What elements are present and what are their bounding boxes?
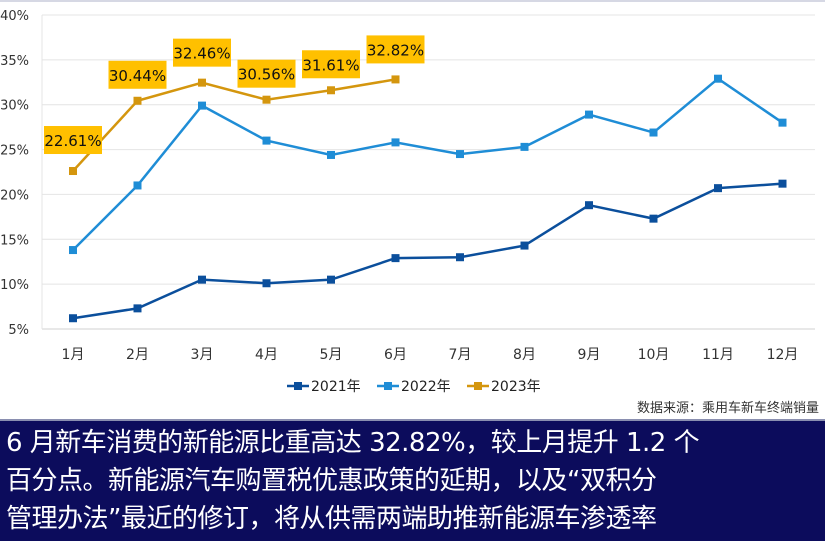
series-line-2021年 xyxy=(72,182,783,320)
data-point xyxy=(585,201,593,210)
x-tick-label: 11月 xyxy=(702,347,734,363)
data-label-box xyxy=(237,59,296,88)
data-label-box xyxy=(302,50,360,79)
y-tick-label: 15% xyxy=(0,233,29,248)
series-line-2023年 xyxy=(72,78,396,172)
data-point xyxy=(391,138,400,147)
data-label: 31.61% xyxy=(302,56,359,74)
legend-label: 2023年 xyxy=(491,379,541,395)
data-label: 30.56% xyxy=(238,66,295,84)
data-point xyxy=(391,75,400,84)
y-tick-label: 10% xyxy=(0,278,29,293)
data-point xyxy=(327,150,335,159)
data-point xyxy=(520,241,529,250)
legend-label: 2021年 xyxy=(311,379,361,395)
data-point xyxy=(714,184,722,193)
data-point xyxy=(198,101,206,110)
legend-marker xyxy=(474,382,482,390)
data-label-box xyxy=(44,126,102,155)
y-tick-label: 40% xyxy=(0,9,29,24)
data-point xyxy=(391,254,400,263)
data-label: 22.61% xyxy=(44,132,101,150)
data-point xyxy=(456,253,464,262)
data-point xyxy=(69,246,77,255)
data-point xyxy=(327,86,335,95)
data-source-note: 数据来源：乘用车新车终端销量 xyxy=(636,401,819,416)
x-tick-label: 6月 xyxy=(384,347,407,363)
y-tick-label: 5% xyxy=(8,323,29,338)
x-tick-label: 10月 xyxy=(638,347,670,363)
x-tick-label: 9月 xyxy=(578,347,601,363)
data-point xyxy=(133,304,142,313)
caption-line: 百分点。新能源汽车购置税优惠政策的延期，以及“双积分 xyxy=(6,466,657,496)
data-point xyxy=(198,78,206,87)
legend-label: 2022年 xyxy=(401,379,451,395)
data-label: 30.44% xyxy=(109,67,166,85)
x-tick-label: 1月 xyxy=(62,347,85,363)
y-tick-label: 20% xyxy=(0,188,29,203)
x-tick-label: 7月 xyxy=(449,347,472,363)
data-point xyxy=(133,96,142,105)
data-point xyxy=(778,118,787,127)
data-point xyxy=(456,150,464,159)
data-point xyxy=(69,167,77,176)
data-point xyxy=(262,136,271,145)
data-point xyxy=(327,275,335,284)
series-line-2022年 xyxy=(72,77,784,251)
data-label-box xyxy=(108,60,167,89)
caption-line: 6 月新车消费的新能源比重高达 32.82%，较上月提升 1.2 个 xyxy=(6,428,700,458)
x-tick-label: 8月 xyxy=(513,347,536,363)
data-point xyxy=(649,214,658,223)
data-point xyxy=(133,181,142,190)
x-tick-label: 12月 xyxy=(767,347,799,363)
data-point xyxy=(714,74,722,83)
data-point xyxy=(585,110,593,119)
data-label: 32.82% xyxy=(367,41,424,59)
data-label: 32.46% xyxy=(173,45,230,63)
legend-marker xyxy=(294,382,302,390)
x-tick-label: 5月 xyxy=(320,347,343,363)
line-chart: 5% 10% 15% 20% 25% 30% 35% 40% 1月 2月 3月 4月 5月 6月 7月 8月 9… xyxy=(0,9,815,395)
chart-area: 5% 10% 15% 20% 25% 30% 35% 40% 1月 2月 3月 4月 5月 6月 7月 8月 9… xyxy=(0,0,825,395)
data-point xyxy=(778,179,787,188)
x-tick-label: 3月 xyxy=(191,347,214,363)
data-point xyxy=(649,128,658,137)
caption-line: 管理办法”最近的修订，将从供需两端助推新能源车渗透率 xyxy=(6,504,657,534)
data-point xyxy=(262,279,271,288)
data-point xyxy=(520,142,529,151)
data-point xyxy=(198,275,206,284)
caption-banner: 6 月新车消费的新能源比重高达 32.82%，较上月提升 1.2 个 百分点。新… xyxy=(0,419,825,541)
x-tick-label: 2月 xyxy=(126,347,149,363)
data-label-box xyxy=(366,35,425,64)
x-tick-label: 4月 xyxy=(255,347,278,363)
y-tick-label: 35% xyxy=(0,54,29,69)
y-tick-label: 25% xyxy=(0,144,29,159)
data-point xyxy=(69,314,77,323)
legend-marker xyxy=(384,382,392,390)
y-tick-label: 30% xyxy=(0,99,29,114)
data-label-box xyxy=(173,38,231,67)
data-point xyxy=(262,95,271,104)
